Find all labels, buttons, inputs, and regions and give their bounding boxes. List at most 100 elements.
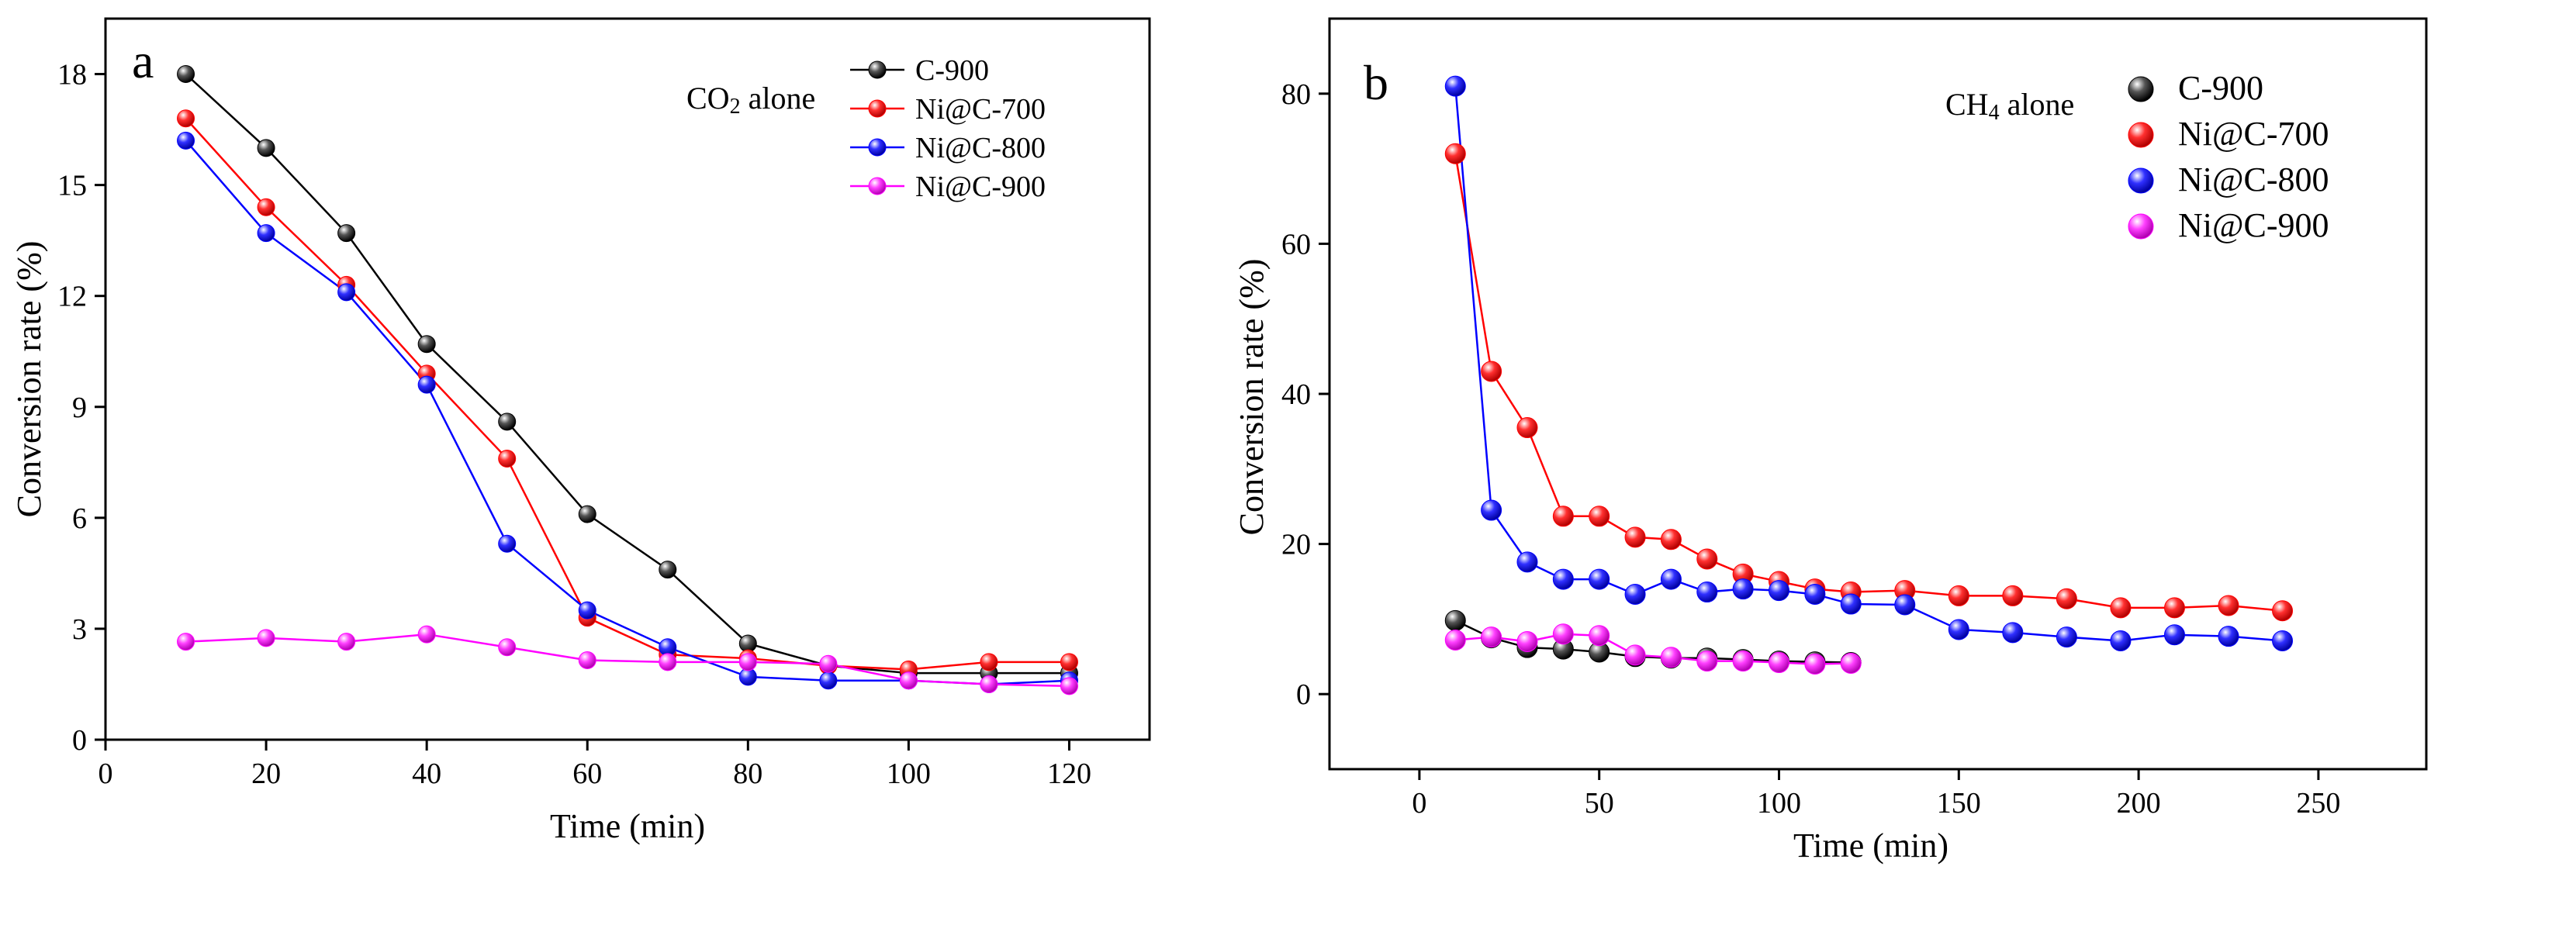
legend-label-c-900: C-900 bbox=[2178, 69, 2263, 107]
data-point-ni-c-800 bbox=[1804, 583, 1826, 605]
data-point-ni-c-900 bbox=[1060, 677, 1078, 695]
data-point-ni-c-900 bbox=[1769, 652, 1790, 674]
data-point-ni-c-900 bbox=[257, 629, 275, 647]
x-tick-label: 20 bbox=[251, 758, 281, 790]
data-point-c-900 bbox=[177, 65, 195, 84]
legend-marker-ni-c-700 bbox=[2128, 122, 2154, 148]
legend-marker-ni-c-900 bbox=[2128, 213, 2154, 240]
y-tick-label: 40 bbox=[1281, 378, 1311, 411]
data-point-ni-c-900 bbox=[819, 654, 838, 673]
data-point-ni-c-700 bbox=[1552, 506, 1574, 527]
data-point-ni-c-800 bbox=[1732, 578, 1754, 600]
legend-marker-ni-c-800 bbox=[2128, 167, 2154, 194]
data-point-ni-c-900 bbox=[738, 653, 757, 671]
data-point-ni-c-700 bbox=[257, 198, 275, 216]
data-point-ni-c-700 bbox=[2056, 588, 2077, 609]
x-tick-label: 80 bbox=[733, 758, 762, 790]
data-point-ni-c-900 bbox=[1660, 647, 1682, 668]
data-point-ni-c-700 bbox=[1444, 143, 1466, 164]
panel-label-a: a bbox=[132, 33, 154, 88]
data-point-ni-c-800 bbox=[177, 131, 195, 150]
data-point-ni-c-700 bbox=[1516, 417, 1538, 439]
annotation-b: CH4 alone bbox=[1945, 87, 2074, 125]
data-point-ni-c-800 bbox=[1624, 583, 1646, 605]
y-tick-label: 0 bbox=[1296, 678, 1311, 711]
data-point-ni-c-900 bbox=[498, 638, 517, 657]
x-tick-label: 40 bbox=[412, 758, 441, 790]
data-point-ni-c-800 bbox=[2163, 624, 2185, 646]
data-point-ni-c-900 bbox=[1444, 630, 1466, 651]
legend-marker-ni-c-900 bbox=[868, 177, 887, 195]
legend-label-ni-c-900: Ni@C-900 bbox=[915, 171, 1046, 203]
legend-label-ni-c-800: Ni@C-800 bbox=[2178, 160, 2329, 198]
data-point-c-900 bbox=[337, 224, 356, 243]
data-point-ni-c-900 bbox=[1516, 630, 1538, 652]
legend-label-ni-c-800: Ni@C-800 bbox=[915, 132, 1046, 164]
data-point-ni-c-700 bbox=[1696, 548, 1718, 570]
data-point-ni-c-800 bbox=[1840, 593, 1862, 615]
data-point-ni-c-900 bbox=[1552, 623, 1574, 645]
data-point-c-900 bbox=[417, 335, 436, 354]
ticks-b: 0 50 100 150 200 250 0 20 40 60 80 bbox=[1281, 78, 2340, 820]
data-point-ni-c-800 bbox=[1769, 580, 1790, 602]
x-tick-label: 100 bbox=[1757, 787, 1801, 820]
data-point-ni-c-700 bbox=[177, 109, 195, 128]
plot-frame-a bbox=[104, 17, 1151, 741]
series-line-ni-c-800 bbox=[1454, 86, 2283, 642]
legend-label-ni-c-700: Ni@C-700 bbox=[915, 93, 1046, 126]
y-tick-label: 6 bbox=[72, 502, 87, 535]
legend-label-ni-c-900: Ni@C-900 bbox=[2178, 206, 2329, 244]
data-point-ni-c-900 bbox=[1589, 625, 1610, 647]
data-point-ni-c-800 bbox=[1516, 551, 1538, 573]
y-tick-label: 80 bbox=[1281, 78, 1311, 111]
data-point-c-900 bbox=[257, 139, 275, 157]
data-point-ni-c-900 bbox=[1804, 653, 1826, 675]
data-point-ni-c-800 bbox=[417, 375, 436, 394]
data-point-ni-c-700 bbox=[2163, 597, 2185, 619]
legend-marker-ni-c-800 bbox=[868, 138, 887, 157]
x-axis-title-b: Time (min) bbox=[1793, 827, 1948, 865]
data-point-ni-c-800 bbox=[2218, 626, 2239, 647]
x-tick-label: 150 bbox=[1937, 787, 1981, 820]
data-point-ni-c-800 bbox=[1948, 619, 1969, 640]
data-point-ni-c-700 bbox=[1060, 653, 1078, 671]
data-point-ni-c-800 bbox=[257, 224, 275, 243]
data-point-ni-c-800 bbox=[2272, 630, 2294, 651]
data-point-ni-c-900 bbox=[1840, 653, 1862, 675]
legend-marker-c-900 bbox=[868, 60, 887, 79]
x-axis-title-a: Time (min) bbox=[550, 807, 705, 845]
y-tick-label: 60 bbox=[1281, 228, 1311, 261]
data-point-ni-c-900 bbox=[1624, 644, 1646, 666]
data-point-ni-c-900 bbox=[1696, 651, 1718, 672]
series-line-ni-c-900 bbox=[1455, 633, 1852, 665]
data-point-ni-c-800 bbox=[1444, 75, 1466, 97]
data-point-ni-c-800 bbox=[498, 534, 517, 553]
data-point-ni-c-700 bbox=[1624, 526, 1646, 548]
data-point-ni-c-800 bbox=[1552, 568, 1574, 590]
chart-panel-a: a CO2 alone Time (min) Conversion rate (… bbox=[10, 17, 1151, 845]
data-point-c-900 bbox=[1444, 609, 1466, 631]
y-tick-label: 12 bbox=[57, 281, 87, 313]
data-point-ni-c-700 bbox=[2218, 595, 2239, 616]
data-point-ni-c-700 bbox=[2272, 600, 2294, 622]
data-point-ni-c-800 bbox=[1660, 568, 1682, 590]
x-tick-label: 100 bbox=[887, 758, 931, 790]
data-point-ni-c-900 bbox=[899, 671, 918, 690]
y-tick-label: 18 bbox=[57, 59, 87, 91]
y-tick-label: 3 bbox=[72, 613, 87, 646]
legend-label-ni-c-700: Ni@C-700 bbox=[2178, 115, 2329, 153]
series-line-ni-c-700 bbox=[185, 117, 1070, 671]
data-point-ni-c-900 bbox=[659, 653, 677, 671]
data-point-ni-c-800 bbox=[2002, 622, 2024, 644]
series-line-ni-c-900 bbox=[185, 633, 1070, 688]
data-point-ni-c-800 bbox=[2110, 630, 2132, 651]
panel-label-b: b bbox=[1364, 55, 1388, 110]
legend-marker-ni-c-700 bbox=[868, 99, 887, 118]
data-point-ni-c-700 bbox=[1660, 529, 1682, 551]
x-tick-label: 0 bbox=[1412, 787, 1426, 820]
data-point-ni-c-900 bbox=[980, 675, 998, 693]
data-point-ni-c-700 bbox=[1589, 506, 1610, 527]
annotation-a: CO2 alone bbox=[686, 81, 815, 119]
data-point-ni-c-900 bbox=[578, 651, 596, 669]
